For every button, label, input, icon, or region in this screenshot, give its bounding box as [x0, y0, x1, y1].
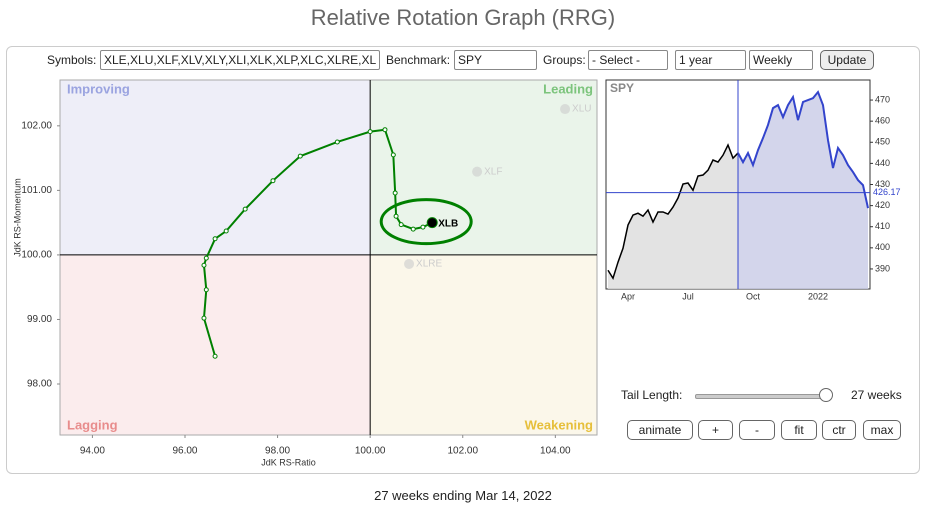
y-tick-label: 430 [875, 179, 890, 189]
update-button[interactable]: Update [820, 50, 874, 70]
tail-slider[interactable] [695, 394, 832, 399]
control-button[interactable]: animate [627, 420, 693, 440]
tail-point [297, 153, 303, 159]
tail-point [212, 236, 218, 242]
plot-frame [59, 79, 598, 436]
highlight-ring [379, 198, 473, 246]
quadrant [370, 80, 597, 255]
tail-point [223, 228, 229, 234]
y-tick-label: 99.00 [27, 314, 52, 325]
y-tick-label: 101.00 [21, 185, 52, 196]
control-button[interactable]: + [698, 420, 733, 440]
x-tick-label: 100.00 [355, 446, 386, 457]
page-title: Relative Rotation Graph (RRG) [310, 5, 616, 30]
tail-label: Tail Length: [621, 388, 683, 402]
y-tick-label: 470 [875, 94, 890, 104]
x-tick-label: Jul [682, 291, 694, 301]
symbols-input[interactable]: XLE,XLU,XLF,XLV,XLY,XLI,XLK,XLP,XLC,XLRE… [100, 50, 380, 70]
x-tick-label: 104.00 [540, 446, 571, 457]
x-tick-label: 2022 [808, 291, 828, 301]
tail-point [201, 262, 207, 268]
other-point [404, 258, 415, 269]
tail-point [382, 127, 388, 133]
x-tick-label: 102.00 [447, 446, 478, 457]
y-tick-label: 400 [875, 242, 890, 252]
area [738, 92, 868, 290]
control-button[interactable]: max [863, 420, 901, 440]
price-line [607, 143, 739, 281]
area [608, 145, 738, 289]
benchmark-label: Benchmark: [386, 53, 451, 67]
rrg-chart: Improving Leading Lagging Weakening 94.00 96.… [12, 79, 598, 467]
other-point [560, 104, 571, 115]
y-tick-label: 410 [875, 221, 890, 231]
tail-point [203, 287, 209, 293]
tail-value: 27 weeks [851, 388, 902, 402]
control-button[interactable]: ctr [822, 420, 856, 440]
tail-point [420, 224, 426, 230]
other-label: XLU [572, 104, 591, 115]
tail-point [390, 152, 396, 158]
y-tick-label: 440 [875, 158, 890, 168]
tail-point [270, 178, 276, 184]
tail-point [203, 255, 209, 261]
y-axis-label: JdK RS-Momentum [12, 178, 22, 257]
quadrant-label: Improving [67, 81, 130, 96]
benchmark-input[interactable]: SPY [454, 50, 537, 70]
quadrant [60, 80, 371, 255]
y-tick-label: 460 [875, 116, 890, 126]
y-tick-label: 450 [875, 137, 890, 147]
x-tick-label: Apr [621, 291, 635, 301]
y-tick-label: 420 [875, 200, 890, 210]
y-tick-label: 102.00 [21, 120, 52, 131]
tail-point [242, 206, 248, 212]
x-tick-label: Oct [746, 291, 761, 301]
other-label: XLF [484, 166, 502, 177]
symbols-label: Symbols: [47, 53, 97, 67]
other-point [472, 166, 483, 177]
x-tick-label: 94.00 [80, 446, 105, 457]
tail-point [212, 353, 218, 359]
groups-select[interactable]: - Select - [588, 50, 668, 70]
other-label: XLRE [416, 259, 442, 270]
frequency-select[interactable]: Weekly [749, 50, 813, 70]
series-label: XLB [438, 218, 458, 229]
tail-point [410, 226, 416, 232]
panel [6, 46, 920, 474]
chart-title: SPY [610, 81, 634, 95]
quadrant-label: Lagging [67, 417, 118, 432]
tail-point [398, 222, 404, 228]
tail-point [367, 129, 373, 135]
tail-point [334, 139, 340, 145]
control-button[interactable]: fit [781, 420, 817, 440]
groups-label: Groups: [543, 53, 586, 67]
tail-point [426, 217, 438, 229]
price-line [737, 90, 869, 209]
control-button[interactable]: - [739, 420, 775, 440]
y-tick-label: 390 [875, 263, 890, 273]
x-tick-label: 98.00 [265, 446, 290, 457]
quadrant [60, 254, 371, 435]
spy-chart: SPY 390 400 410 420 430 440 450 460 470 Apr Jul Oct 2… [605, 79, 901, 301]
footer: 27 weeks ending Mar 14, 2022 [374, 488, 552, 503]
x-axis-label: JdK RS-Ratio [261, 457, 316, 467]
slider-knob[interactable] [819, 388, 833, 402]
quadrant-label: Leading [543, 81, 593, 96]
tail-point [393, 213, 399, 219]
current-label: 426.17 [873, 187, 901, 197]
y-tick-label: 100.00 [21, 250, 52, 261]
quadrant-label: Weakening [525, 417, 593, 432]
x-tick-label: 96.00 [172, 446, 197, 457]
y-tick-label: 98.00 [27, 379, 52, 390]
tail-point [392, 190, 398, 196]
period-select[interactable]: 1 year [675, 50, 746, 70]
tail-point [201, 315, 207, 321]
quadrant [370, 254, 597, 435]
